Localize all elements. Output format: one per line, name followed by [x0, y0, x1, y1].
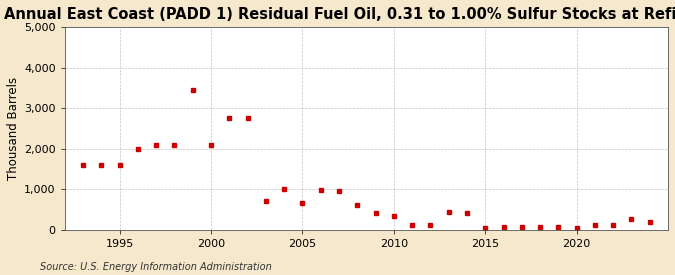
Text: Source: U.S. Energy Information Administration: Source: U.S. Energy Information Administ…	[40, 262, 272, 272]
Title: Annual East Coast (PADD 1) Residual Fuel Oil, 0.31 to 1.00% Sulfur Stocks at Ref: Annual East Coast (PADD 1) Residual Fuel…	[5, 7, 675, 22]
Y-axis label: Thousand Barrels: Thousand Barrels	[7, 77, 20, 180]
